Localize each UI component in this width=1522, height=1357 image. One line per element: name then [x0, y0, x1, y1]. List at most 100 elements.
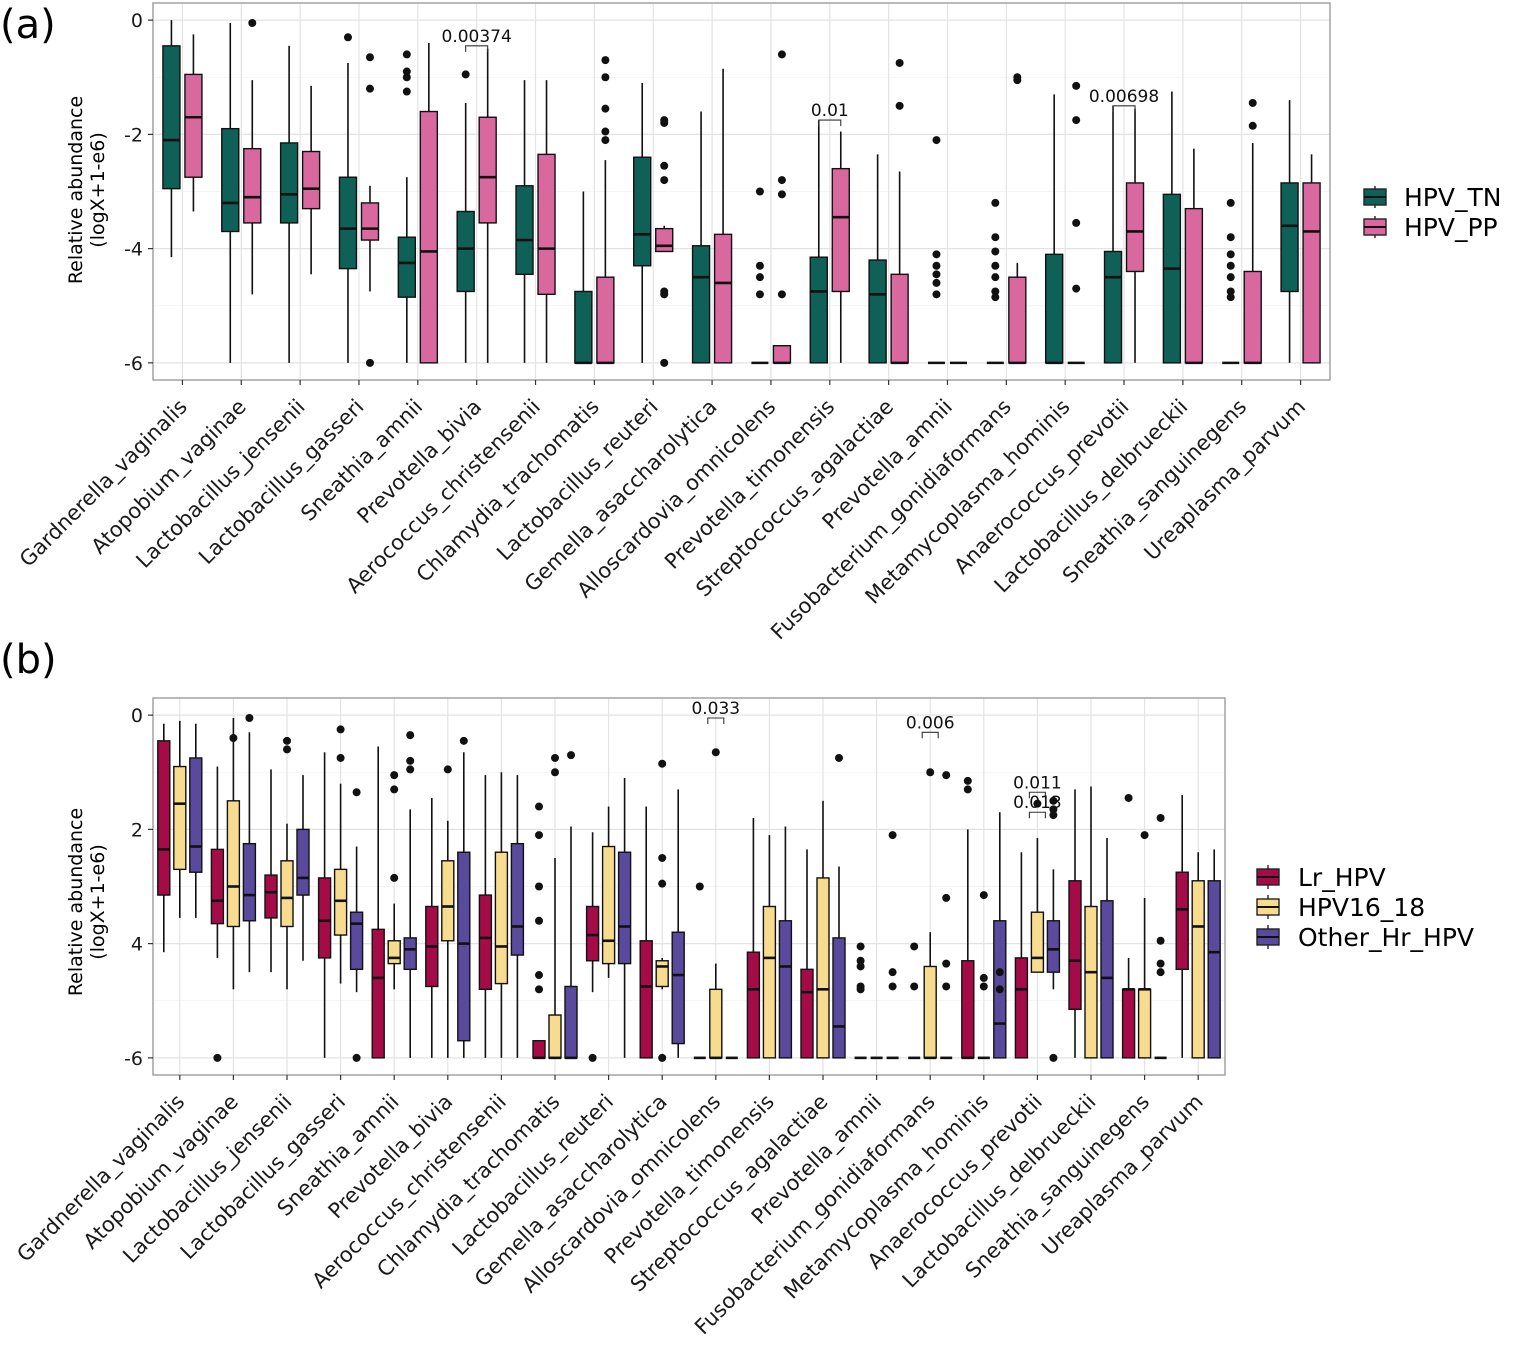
outlier-point	[1226, 293, 1235, 302]
outlier-point	[336, 725, 345, 734]
outlier-point	[658, 853, 667, 862]
box-hpv-tn	[1222, 198, 1240, 365]
outlier-point	[1226, 261, 1235, 270]
box-hpv-tn	[397, 50, 417, 363]
y-tick-label: -4	[124, 239, 143, 261]
box-iqr	[457, 851, 471, 1042]
outlier-point	[535, 916, 543, 925]
outlier-point	[777, 50, 786, 59]
outlier-point	[551, 768, 559, 777]
panel-b-y-axis-label-line1: Relative abundance	[65, 808, 87, 996]
box-iqr	[333, 868, 348, 936]
box-iqr	[655, 960, 669, 988]
box-lr-hpv	[746, 817, 761, 1059]
outlier-point	[1013, 76, 1022, 85]
box-other-hr-hpv	[510, 775, 525, 1058]
plot-border	[152, 2, 1331, 381]
box-iqr	[456, 210, 475, 293]
outlier-point	[895, 58, 904, 67]
box-lr-hpv	[961, 776, 975, 1060]
plot-border	[152, 697, 1226, 1076]
box-other-hr-hpv	[1100, 837, 1114, 1059]
outlier-point	[365, 53, 374, 62]
outlier-point	[910, 942, 919, 951]
box-hpv16-18	[387, 771, 401, 990]
box-iqr	[1103, 250, 1123, 364]
box-lr-hpv	[1175, 795, 1189, 1058]
outlier-point	[660, 358, 669, 367]
outlier-point	[888, 982, 897, 991]
box-other-hr-hpv	[457, 736, 471, 1058]
box-hpv16-18	[601, 806, 616, 978]
panel-b-y-axis-label-line2: (logX+1-e6)	[87, 844, 109, 959]
box-iqr	[371, 928, 385, 1059]
outlier-point	[991, 247, 1000, 256]
outlier-point	[535, 831, 543, 840]
outlier-point	[888, 968, 897, 977]
box-lr-hpv	[800, 849, 814, 1059]
outlier-point	[402, 87, 411, 96]
outlier-point	[991, 273, 1000, 282]
box-hpv16-18	[977, 891, 990, 1060]
outlier-point	[406, 731, 415, 740]
outlier-point	[390, 771, 399, 780]
outlier-point	[995, 968, 1004, 977]
outlier-point	[229, 733, 238, 742]
box-lr-hpv	[908, 942, 921, 1060]
panel-a-label: (a)	[0, 2, 56, 48]
box-iqr	[1302, 182, 1321, 364]
box-iqr	[1100, 900, 1114, 1059]
outlier-point	[942, 893, 951, 902]
box-iqr	[639, 940, 653, 1059]
box-hpv-tn	[868, 154, 887, 364]
box-iqr	[349, 911, 364, 971]
outlier-point	[932, 261, 941, 270]
box-hpv16-18	[923, 768, 937, 1060]
outlier-point	[461, 70, 470, 79]
box-hpv16-18	[173, 720, 187, 918]
outlier-point	[248, 18, 257, 27]
legend-label-hpv-tn: HPV_TN	[1404, 183, 1501, 212]
y-tick-label: -2	[124, 124, 143, 146]
box-iqr	[1125, 182, 1145, 273]
box-hpv-pp	[1243, 98, 1262, 365]
box-hpv-pp	[1184, 148, 1204, 365]
outlier-point	[283, 736, 291, 745]
box-iqr	[478, 894, 493, 991]
box-other-hr-hpv	[940, 771, 953, 1060]
panel-a-y-ticks: 0 -2 -4 -6	[124, 10, 153, 375]
box-hpv16-18	[548, 753, 562, 1060]
box-hpv16-18	[441, 765, 455, 1058]
box-iqr	[184, 73, 203, 178]
p-value-label: 0.011	[1013, 773, 1062, 793]
box-other-hr-hpv	[189, 723, 203, 918]
outlier-point	[365, 358, 374, 367]
outlier-point	[1072, 81, 1081, 90]
box-iqr	[403, 937, 417, 971]
outlier-point	[535, 802, 543, 811]
panel-a-gridlines	[152, 2, 1331, 381]
outlier-point	[979, 891, 988, 900]
outlier-point	[932, 290, 941, 299]
box-hpv-pp	[596, 56, 615, 365]
legend-key-hpv16-18	[1256, 895, 1280, 919]
box-hpv-tn	[221, 22, 240, 363]
legend-key-hpv-pp	[1363, 216, 1387, 238]
outlier-point	[942, 982, 951, 991]
box-hpv-pp	[713, 68, 733, 364]
box-iqr	[1137, 988, 1152, 1059]
box-iqr	[1121, 988, 1136, 1059]
outlier-point	[777, 290, 786, 299]
outlier-point	[932, 136, 941, 145]
box-other-hr-hpv	[617, 777, 632, 1058]
outlier-point	[777, 176, 786, 185]
box-hpv-tn	[1280, 100, 1299, 363]
box-lr-hpv	[157, 723, 171, 953]
outlier-point	[406, 756, 415, 765]
box-other-hr-hpv	[1046, 796, 1061, 1062]
box-hpv-pp	[831, 131, 850, 363]
box-iqr	[564, 985, 578, 1059]
box-iqr	[280, 860, 294, 928]
outlier-point	[601, 73, 610, 82]
box-hpv-pp	[772, 50, 792, 365]
